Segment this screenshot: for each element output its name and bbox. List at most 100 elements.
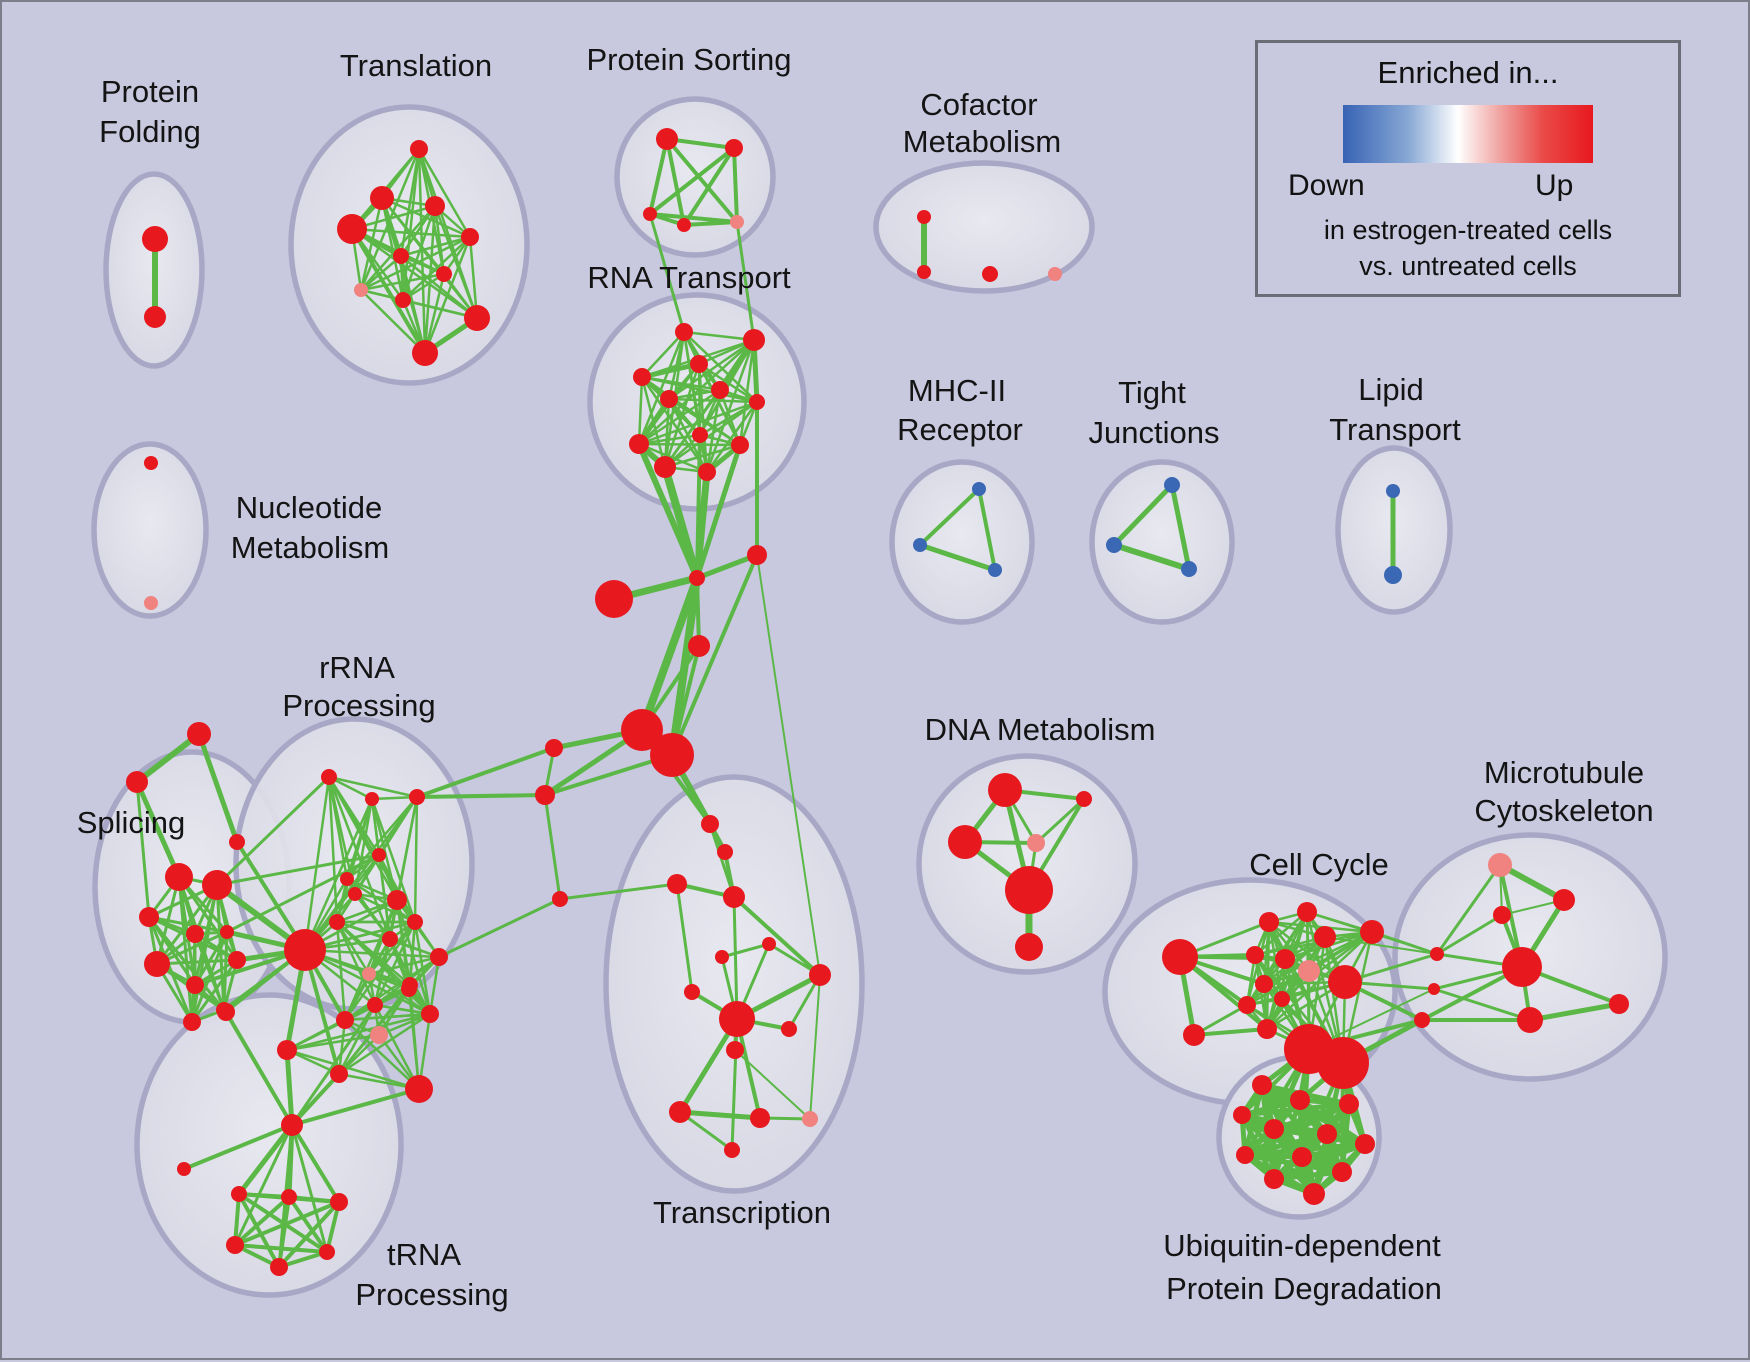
graph-edge bbox=[640, 375, 709, 474]
graph-edge bbox=[1253, 910, 1309, 957]
gene-set-node-up bbox=[412, 340, 438, 366]
gene-set-node-slightly-up bbox=[1298, 960, 1320, 982]
graph-edge bbox=[225, 853, 381, 934]
graph-edge bbox=[1432, 987, 1532, 1022]
gene-set-node-up bbox=[781, 1021, 797, 1037]
gene-set-node-slightly-up bbox=[370, 1026, 388, 1044]
gene-set-node-up bbox=[430, 948, 448, 966]
gene-set-node-up bbox=[139, 907, 159, 927]
gene-set-node-up bbox=[405, 1075, 433, 1103]
graph-edge bbox=[705, 400, 759, 474]
legend-down-label: Down bbox=[1288, 169, 1365, 202]
graph-edge bbox=[350, 227, 427, 355]
graph-edge bbox=[359, 272, 446, 292]
cluster-label-microtubule-cytoskeleton: Cytoskeleton bbox=[1474, 793, 1653, 828]
graph-edge bbox=[682, 330, 756, 342]
graph-edge bbox=[665, 137, 686, 227]
graph-edge bbox=[1280, 930, 1374, 1001]
graph-edge bbox=[663, 443, 742, 469]
graph-edge bbox=[1034, 797, 1086, 845]
graph-edge bbox=[640, 330, 686, 379]
cluster-label-rna-transport: RNA Transport bbox=[587, 260, 791, 295]
gene-set-node-up bbox=[183, 1013, 201, 1031]
gene-set-node-up bbox=[747, 545, 767, 565]
gene-set-node-up bbox=[348, 887, 362, 901]
cluster-label-cofactor-metabolism: Metabolism bbox=[903, 124, 1062, 159]
graph-edge bbox=[917, 542, 998, 573]
graph-edge bbox=[233, 1123, 294, 1247]
graph-edge bbox=[377, 1012, 432, 1037]
graph-edge bbox=[287, 1195, 329, 1254]
graph-edge bbox=[235, 840, 307, 952]
gene-set-node-up bbox=[1015, 933, 1043, 961]
cluster-bubble-mhc-ii-receptor bbox=[889, 459, 1035, 625]
gene-set-node-up bbox=[1517, 1007, 1543, 1033]
gene-set-node-up bbox=[1290, 1090, 1310, 1110]
gene-set-node-up bbox=[684, 984, 700, 1000]
graph-edge bbox=[637, 400, 759, 446]
cluster-label-translation: Translation bbox=[340, 48, 492, 83]
graph-nodes bbox=[126, 128, 1629, 1276]
graph-edge bbox=[327, 775, 419, 799]
gene-set-node-up bbox=[717, 844, 733, 860]
graph-edge bbox=[734, 1049, 811, 1120]
gene-set-node-up bbox=[229, 834, 245, 850]
graph-edge bbox=[193, 932, 226, 1012]
graph-edge bbox=[1435, 863, 1502, 956]
graph-edge bbox=[1192, 1027, 1269, 1037]
gene-set-node-up bbox=[1238, 996, 1256, 1014]
gene-set-node-up bbox=[330, 1065, 348, 1083]
graph-edge bbox=[670, 553, 759, 757]
gene-set-node-up bbox=[743, 329, 765, 351]
graph-edge bbox=[343, 1012, 432, 1022]
gene-set-node-up bbox=[144, 951, 170, 977]
graph-edge bbox=[134, 779, 182, 880]
cluster-label-lipid-transport: Lipid bbox=[1358, 372, 1424, 407]
graph-edge bbox=[1111, 542, 1192, 572]
graph-edge bbox=[1271, 1169, 1345, 1182]
graph-edge bbox=[677, 1109, 763, 1121]
gene-set-node-up bbox=[126, 771, 148, 793]
gene-set-node-up bbox=[698, 463, 716, 481]
graph-edge bbox=[190, 958, 239, 1024]
graph-edge bbox=[303, 948, 432, 1016]
cluster-bubble-cofactor-metabolism bbox=[873, 160, 1095, 294]
graph-edge bbox=[401, 272, 446, 302]
graph-edge bbox=[233, 1195, 291, 1247]
graph-edge bbox=[543, 793, 562, 901]
gene-set-node-up bbox=[220, 925, 234, 939]
graph-edge bbox=[134, 731, 202, 785]
graph-edge bbox=[735, 220, 756, 342]
graph-edge bbox=[730, 1017, 739, 1152]
graph-edge bbox=[648, 146, 736, 216]
gene-set-node-up bbox=[461, 228, 479, 246]
graph-edge bbox=[285, 1018, 347, 1052]
graph-edge bbox=[694, 552, 760, 581]
gene-set-node-up bbox=[370, 186, 394, 210]
gene-set-node-slightly-up bbox=[144, 596, 158, 610]
gene-set-node-up bbox=[367, 997, 383, 1013]
gene-set-node-down bbox=[1181, 561, 1197, 577]
cluster-label-trna-processing: Processing bbox=[355, 1277, 508, 1312]
gene-set-node-down bbox=[988, 563, 1002, 577]
gene-set-node-up bbox=[1274, 991, 1290, 1007]
graph-edge bbox=[399, 235, 472, 258]
gene-set-node-up bbox=[1314, 926, 1336, 948]
graph-edge bbox=[343, 898, 399, 1022]
graph-edge bbox=[147, 915, 229, 934]
graph-edge bbox=[665, 137, 739, 224]
cluster-labels: Protein Folding Translation Protein Sorting… bbox=[77, 42, 1654, 1312]
gene-set-node-up bbox=[701, 815, 719, 833]
graph-edge bbox=[303, 948, 341, 1076]
gene-set-node-up bbox=[688, 635, 710, 657]
gene-set-node-up bbox=[725, 139, 743, 157]
gene-set-node-up bbox=[1162, 939, 1198, 975]
graph-edge bbox=[1169, 482, 1192, 572]
gene-set-node-up bbox=[226, 1236, 244, 1254]
graph-edge bbox=[399, 204, 437, 258]
gene-set-node-slightly-up bbox=[1048, 267, 1062, 281]
graph-edge bbox=[720, 942, 771, 959]
cluster-label-ubiquitin-degradation: Protein Degradation bbox=[1166, 1271, 1442, 1306]
graph-edge bbox=[345, 877, 417, 924]
cluster-bubble-rna-transport bbox=[587, 292, 807, 512]
